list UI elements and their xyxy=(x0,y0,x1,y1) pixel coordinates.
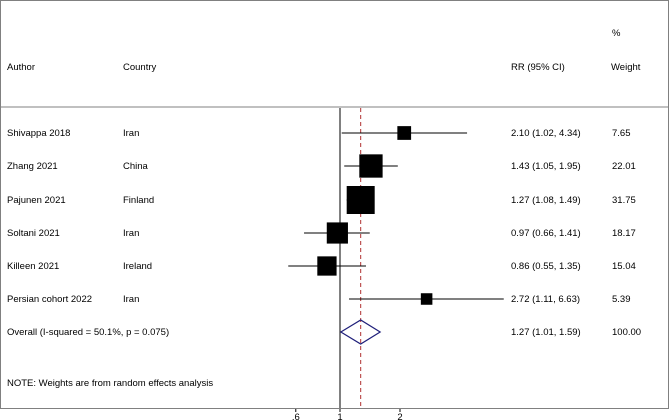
study-country: Finland xyxy=(123,195,155,206)
x-tick-label: 1 xyxy=(337,412,342,420)
study-weight: 15.04 xyxy=(612,261,636,272)
study-ci: 2.10 (1.02, 4.34) xyxy=(511,128,581,139)
study-country: Ireland xyxy=(123,261,153,272)
study-author: Zhang 2021 xyxy=(7,161,58,172)
overall-weight: 100.00 xyxy=(612,327,642,338)
study-weight: 18.17 xyxy=(612,228,636,239)
study-weight-box xyxy=(420,293,433,305)
x-tick-label: 2 xyxy=(397,412,402,420)
study-weight-box xyxy=(346,186,375,214)
study-weight: 31.75 xyxy=(612,195,636,206)
study-weight: 5.39 xyxy=(612,294,631,305)
study-weight: 7.65 xyxy=(612,128,631,139)
study-ci: 1.27 (1.08, 1.49) xyxy=(511,195,581,206)
header-country: Country xyxy=(123,62,157,73)
study-ci: 0.97 (0.66, 1.41) xyxy=(511,228,581,239)
study-author: Soltani 2021 xyxy=(7,228,60,239)
study-marks xyxy=(288,126,504,305)
study-author: Killeen 2021 xyxy=(7,261,60,272)
study-weight-box xyxy=(326,222,348,244)
study-country: China xyxy=(123,161,148,172)
header-author: Author xyxy=(7,62,35,73)
study-author: Shivappa 2018 xyxy=(7,128,71,139)
x-tick-label: .6 xyxy=(292,412,300,420)
overall-diamond xyxy=(339,319,382,345)
study-weight-box xyxy=(359,154,383,178)
overall-ci: 1.27 (1.01, 1.59) xyxy=(511,327,581,338)
study-country: Iran xyxy=(123,228,140,239)
overall-label: Overall (I-squared = 50.1%, p = 0.075) xyxy=(7,327,170,338)
study-country: Iran xyxy=(123,128,140,139)
header-percent: % xyxy=(612,28,621,39)
study-ci: 1.43 (1.05, 1.95) xyxy=(511,161,581,172)
footnote: NOTE: Weights are from random effects an… xyxy=(7,378,214,389)
study-weight-box xyxy=(397,126,412,140)
study-country: Iran xyxy=(123,294,140,305)
study-ci: 2.72 (1.11, 6.63) xyxy=(511,294,581,305)
x-axis-ticks: .6 1 2 xyxy=(292,409,403,420)
study-weight-box xyxy=(317,256,337,276)
header-weight: Weight xyxy=(611,62,641,73)
study-author: Pajunen 2021 xyxy=(7,195,66,206)
study-weight: 22.01 xyxy=(612,161,636,172)
header-rr: RR (95% CI) xyxy=(511,62,565,73)
study-ci: 0.86 (0.55, 1.35) xyxy=(511,261,581,272)
study-author: Persian cohort 2022 xyxy=(7,294,93,305)
